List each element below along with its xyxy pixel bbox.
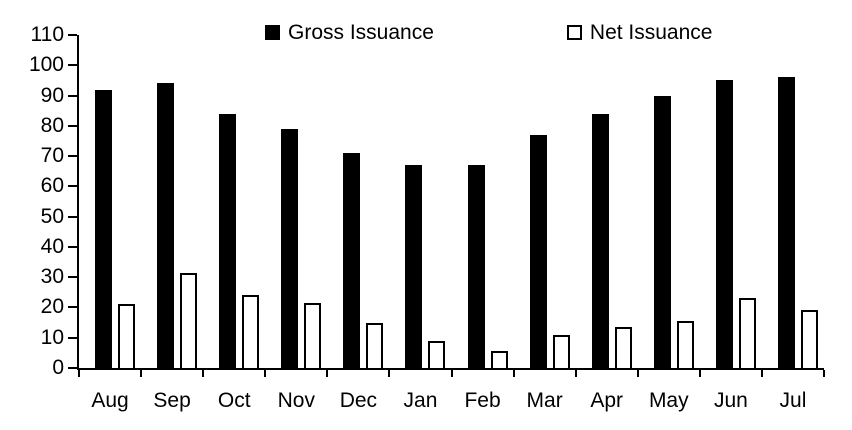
- legend-item-net-issuance: Net Issuance: [566, 21, 713, 44]
- x-axis-category-label: Sep: [153, 389, 191, 412]
- gross-issuance-bar: [405, 165, 423, 368]
- x-axis-category-label: Nov: [277, 389, 315, 412]
- x-axis-category-label: Feb: [464, 389, 501, 412]
- net-issuance-bar: [428, 340, 446, 368]
- y-axis-tick-label: 40: [40, 234, 64, 258]
- x-axis-tick: [202, 370, 205, 377]
- net-issuance-bar: [490, 351, 508, 368]
- x-axis: Aug Sep Oct Nov Dec Jan Feb Mar Apr May Jun Jul: [79, 389, 824, 415]
- net-issuance-bar: [180, 272, 198, 368]
- y-axis: 0 10 20 30 40 50 60 70 80 90 100 110: [0, 23, 64, 379]
- x-axis-tick: [698, 370, 701, 377]
- y-axis-tick: [68, 155, 77, 158]
- net-issuance-bar: [242, 295, 260, 368]
- legend-item-gross-issuance: Gross Issuance: [265, 21, 434, 44]
- x-axis-tick: [140, 370, 143, 377]
- x-axis-tick: [574, 370, 577, 377]
- y-axis-tick: [68, 367, 77, 369]
- y-axis-tick: [68, 306, 77, 309]
- y-axis-tick: [68, 34, 77, 36]
- gross-issuance-bar: [715, 80, 733, 368]
- y-axis-tick-label: 70: [40, 144, 64, 168]
- y-axis-tick: [68, 215, 77, 218]
- y-axis-tick-label: 90: [40, 83, 64, 107]
- net-issuance-swatch-icon: [566, 25, 582, 40]
- x-axis-tick: [388, 370, 391, 377]
- net-issuance-bar: [552, 334, 570, 368]
- x-axis-tick: [760, 370, 763, 377]
- y-axis-tick: [68, 64, 77, 67]
- x-axis-category-label: Jul: [779, 389, 807, 412]
- y-axis-tick: [68, 276, 77, 279]
- net-issuance-bar: [800, 310, 818, 368]
- y-axis-tick-label: 110: [30, 23, 64, 46]
- net-issuance-bar: [304, 302, 322, 368]
- legend-label-gross-issuance: Gross Issuance: [288, 21, 434, 44]
- gross-issuance-bar: [343, 153, 361, 368]
- net-issuance-bar: [676, 321, 694, 368]
- x-axis-category-label: Mar: [526, 389, 563, 412]
- x-axis-category-label: Jan: [403, 389, 438, 412]
- gross-issuance-bar: [467, 165, 485, 368]
- y-axis-tick-label: 80: [40, 113, 64, 137]
- plot-area: [68, 34, 825, 377]
- y-axis-tick-label: 10: [40, 325, 64, 349]
- y-axis-tick-label: 50: [40, 204, 64, 228]
- x-axis-tick: [636, 370, 639, 377]
- legend: Gross Issuance Net Issuance: [265, 21, 713, 44]
- x-axis-category-label: May: [648, 389, 689, 412]
- gross-issuance-bar: [777, 77, 795, 368]
- legend-label-net-issuance: Net Issuance: [589, 21, 713, 44]
- x-axis-category-label: Oct: [217, 389, 251, 412]
- y-axis-tick: [68, 94, 77, 97]
- x-axis-tick: [450, 370, 453, 377]
- x-axis-tick: [823, 370, 825, 377]
- net-issuance-bar: [118, 304, 135, 368]
- y-axis-tick: [68, 336, 77, 339]
- x-axis-tick: [78, 370, 80, 377]
- gross-issuance-bar: [281, 128, 299, 368]
- y-axis-tick-label: 30: [40, 265, 64, 289]
- net-issuance-bar: [614, 327, 632, 368]
- gross-issuance-bar: [219, 113, 237, 368]
- x-axis-category-label: Dec: [339, 389, 378, 412]
- gross-issuance-bar: [95, 89, 112, 368]
- gross-issuance-bar: [653, 95, 671, 368]
- y-axis-tick: [68, 185, 77, 188]
- x-axis-category-label: Jun: [713, 389, 748, 412]
- x-axis-tick: [326, 370, 329, 377]
- net-issuance-bar: [366, 322, 384, 368]
- x-axis-tick: [264, 370, 267, 377]
- x-axis-category-label: Apr: [590, 389, 624, 412]
- x-axis-category-label: Aug: [91, 389, 129, 412]
- y-axis-tick-label: 60: [40, 174, 64, 198]
- gross-issuance-bar: [529, 134, 547, 368]
- x-axis-tick: [512, 370, 515, 377]
- y-axis-tick-label: 100: [28, 53, 64, 77]
- gross-issuance-bar: [591, 113, 609, 368]
- gross-issuance-swatch-icon: [265, 25, 280, 40]
- y-axis-tick-label: 0: [52, 356, 64, 379]
- y-axis-tick-label: 20: [40, 295, 64, 319]
- y-axis-tick: [68, 245, 77, 248]
- gross-issuance-bar: [157, 83, 175, 368]
- net-issuance-bar: [738, 298, 756, 368]
- y-axis-tick: [68, 124, 77, 127]
